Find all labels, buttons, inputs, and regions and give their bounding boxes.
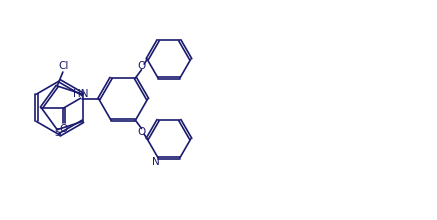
Text: O: O <box>138 61 146 71</box>
Text: O: O <box>138 127 146 138</box>
Text: N: N <box>152 157 160 167</box>
Text: Cl: Cl <box>58 61 69 71</box>
Text: HN: HN <box>73 89 89 99</box>
Text: O: O <box>60 124 68 134</box>
Text: S: S <box>54 128 60 138</box>
